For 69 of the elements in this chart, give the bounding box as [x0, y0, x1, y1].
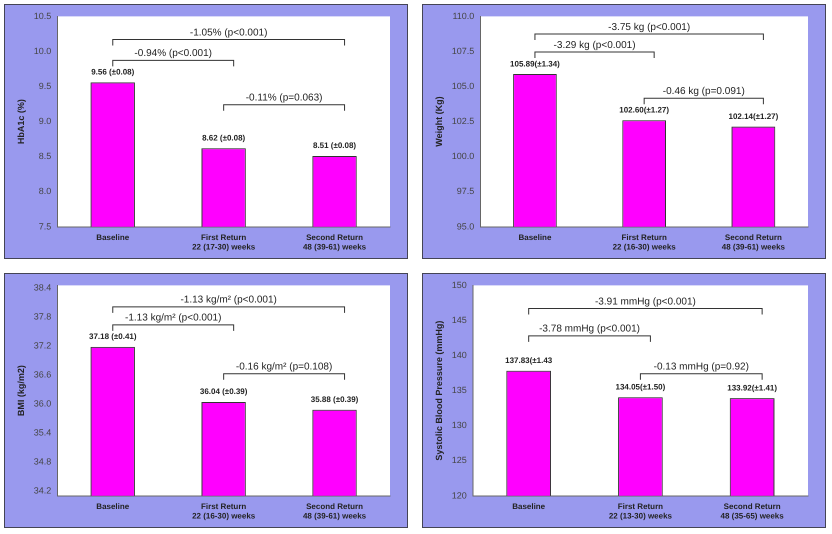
data-label: 9.56 (±0.08): [91, 68, 135, 77]
data-label: 137.83(±1.43: [505, 356, 553, 365]
data-label: 102.14(±1.27): [728, 112, 779, 121]
y-tick-label: 105.0: [452, 81, 474, 92]
y-tick-label: 8.0: [38, 186, 52, 196]
annotation: -0.94% (p<0.001): [134, 48, 212, 60]
y-axis-title: HbA1c (%): [16, 99, 26, 144]
x-tick-label: Baseline: [512, 502, 546, 511]
y-tick-label: 135: [452, 385, 467, 396]
data-label: 105.89(±1.34): [510, 59, 560, 68]
y-tick-label: 7.5: [38, 221, 52, 232]
y-tick-label: 110.0: [452, 10, 474, 21]
y-tick-label: 34.2: [34, 485, 52, 496]
y-tick-label: 36.0: [34, 398, 52, 408]
y-axis-title: Weight (Kg): [434, 96, 444, 147]
annotation: -3.78 mmHg (p<0.001): [539, 324, 640, 335]
data-label: 8.51 (±0.08): [313, 141, 356, 150]
annotation: -1.05% (p<0.001): [190, 27, 268, 38]
x-tick-label: Second Return 48 (39-61) weeks: [302, 232, 367, 252]
annotation: -1.13 kg/m² (p<0.001): [180, 294, 277, 306]
x-tick-label: Baseline: [96, 502, 130, 511]
y-tick-label: 145: [452, 314, 467, 325]
y-tick-label: 102.5: [452, 116, 474, 126]
annotation: -1.13 kg/m² (p<0.001): [124, 312, 222, 324]
x-tick-label: First Return 22 (16-30) weeks: [612, 232, 676, 252]
y-tick-label: 36.6: [34, 369, 52, 380]
data-label: 36.04 (±0.39): [200, 387, 248, 396]
x-tick-label: Second Return 48 (39-61) weeks: [302, 502, 367, 520]
y-tick-label: 97.5: [456, 186, 474, 196]
y-tick-label: 37.2: [34, 340, 52, 350]
y-tick-label: 107.5: [452, 46, 474, 56]
y-tick-label: 9.5: [38, 81, 52, 92]
y-tick-label: 140: [452, 350, 467, 360]
annotation: -0.16 kg/m² (p=0.108): [236, 362, 332, 373]
y-tick-label: 10.0: [34, 46, 52, 56]
y-tick-label: 120: [452, 490, 467, 500]
data-label: 134.05(±1.50): [616, 382, 666, 392]
y-tick-label: 9.0: [38, 116, 52, 126]
y-axis-title: BMI (kg/m2): [16, 365, 26, 416]
y-axis-title: Systolic Blood Pressure (mmHg): [434, 320, 444, 461]
y-tick-label: 8.5: [38, 151, 52, 162]
y-tick-label: 125: [452, 455, 467, 466]
y-tick-label: 10.5: [34, 10, 52, 21]
data-label: 35.88 (±0.39): [310, 394, 359, 404]
y-tick-label: 35.4: [34, 427, 52, 438]
annotation: -0.46 kg (p=0.091): [662, 86, 745, 97]
annotation: -3.29 kg (p<0.001): [554, 40, 636, 51]
data-label: 102.60(±1.27): [619, 105, 670, 114]
y-tick-label: 38.4: [34, 282, 52, 292]
x-tick-label: Second Return 48 (39-61) weeks: [722, 232, 786, 252]
y-tick-label: 34.8: [34, 456, 52, 466]
x-tick-label: Baseline: [518, 232, 552, 242]
x-tick-label: First Return 22 (17-30) weeks: [192, 232, 256, 252]
x-tick-label: Second Return 48 (35-65) weeks: [720, 502, 784, 520]
data-label: 37.18 (±0.41): [89, 332, 137, 342]
y-tick-label: 130: [452, 420, 467, 430]
y-tick-label: 37.8: [34, 311, 52, 322]
y-tick-label: 95.0: [456, 221, 474, 232]
annotation: -0.13 mmHg (p=0.92): [654, 362, 749, 373]
x-tick-label: First Return 22 (13-30) weeks: [608, 502, 673, 520]
y-tick-label: 100.0: [452, 151, 474, 162]
y-tick-label: 150: [452, 280, 467, 290]
annotation: -3.75 kg (p<0.001): [608, 22, 690, 33]
data-label: 8.62 (±0.08): [202, 133, 246, 142]
x-tick-label: First Return 22 (16-30) weeks: [192, 502, 256, 520]
data-label: 133.92(±1.41): [727, 383, 778, 392]
annotation: -3.91 mmHg (p<0.001): [594, 296, 696, 308]
annotation: -0.11% (p=0.063): [246, 92, 323, 104]
x-tick-label: Baseline: [96, 232, 130, 242]
